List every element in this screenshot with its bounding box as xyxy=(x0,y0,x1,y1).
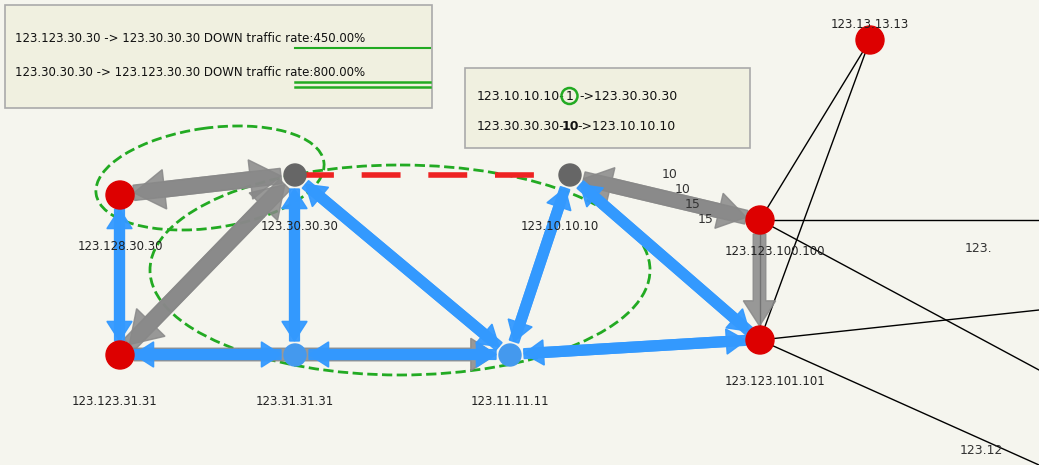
Text: 123.10.10.10-: 123.10.10.10- xyxy=(477,89,565,102)
FancyArrow shape xyxy=(309,342,496,367)
Circle shape xyxy=(559,164,581,186)
FancyArrow shape xyxy=(584,168,748,224)
Circle shape xyxy=(284,164,307,186)
Text: 1: 1 xyxy=(565,89,574,102)
FancyArrow shape xyxy=(509,188,570,343)
Text: 123.: 123. xyxy=(965,241,992,254)
Text: 123.13.13.13: 123.13.13.13 xyxy=(831,18,909,31)
Text: 123.12: 123.12 xyxy=(960,444,1004,457)
Text: 123.123.31.31: 123.123.31.31 xyxy=(72,395,158,408)
Text: 123.123.100.100: 123.123.100.100 xyxy=(725,245,825,258)
Text: 123.123.30.30 -> 123.30.30.30 DOWN traffic rate:450.00%: 123.123.30.30 -> 123.30.30.30 DOWN traff… xyxy=(15,32,366,45)
Text: 10: 10 xyxy=(662,168,677,181)
FancyArrow shape xyxy=(305,184,502,350)
Circle shape xyxy=(746,206,774,234)
FancyArrow shape xyxy=(302,180,499,346)
FancyArrow shape xyxy=(524,335,746,365)
Text: 15: 15 xyxy=(698,213,714,226)
Text: 123.123.101.101: 123.123.101.101 xyxy=(724,375,825,388)
FancyArrow shape xyxy=(582,172,746,228)
Text: 10: 10 xyxy=(561,120,579,133)
FancyArrow shape xyxy=(107,209,132,341)
FancyArrow shape xyxy=(524,329,746,359)
Text: 123.31.31.31: 123.31.31.31 xyxy=(256,395,335,408)
FancyArrow shape xyxy=(134,342,281,367)
Text: 123.30.30.30-: 123.30.30.30- xyxy=(477,120,565,133)
FancyArrow shape xyxy=(577,181,749,331)
Text: 123.30.30.30 -> 123.123.30.30 DOWN traffic rate:800.00%: 123.30.30.30 -> 123.123.30.30 DOWN traff… xyxy=(15,66,365,79)
Text: 123.128.30.30: 123.128.30.30 xyxy=(77,240,163,253)
Text: 123.30.30.30: 123.30.30.30 xyxy=(261,220,339,233)
FancyArrow shape xyxy=(282,189,308,341)
Text: ->123.10.10.10: ->123.10.10.10 xyxy=(578,120,675,133)
Circle shape xyxy=(106,181,134,209)
FancyArrow shape xyxy=(508,186,569,342)
FancyArrow shape xyxy=(743,234,776,326)
Text: 123.11.11.11: 123.11.11.11 xyxy=(471,395,550,408)
FancyArrow shape xyxy=(134,168,282,209)
Circle shape xyxy=(746,326,774,354)
Circle shape xyxy=(106,341,134,369)
Circle shape xyxy=(499,344,521,366)
FancyArrow shape xyxy=(124,185,285,350)
FancyArrow shape xyxy=(309,342,496,367)
FancyArrow shape xyxy=(282,189,308,341)
Text: 10: 10 xyxy=(675,183,691,196)
Bar xyxy=(5,5,432,108)
FancyArrow shape xyxy=(134,342,281,367)
Circle shape xyxy=(856,26,884,54)
FancyArrow shape xyxy=(107,209,132,341)
Text: ->123.30.30.30: ->123.30.30.30 xyxy=(580,89,677,102)
FancyArrow shape xyxy=(129,179,290,345)
FancyArrow shape xyxy=(580,185,752,335)
FancyArrow shape xyxy=(134,339,496,371)
Bar xyxy=(465,68,750,148)
Text: 15: 15 xyxy=(685,198,701,211)
Text: 123.10.10.10: 123.10.10.10 xyxy=(521,220,600,233)
FancyArrow shape xyxy=(133,160,281,200)
Circle shape xyxy=(284,344,307,366)
